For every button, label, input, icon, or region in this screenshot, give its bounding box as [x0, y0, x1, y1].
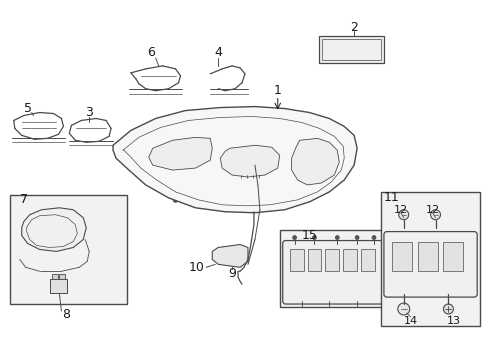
- Bar: [443, 242, 464, 271]
- Circle shape: [398, 303, 410, 315]
- Bar: [59, 274, 65, 279]
- Circle shape: [250, 147, 254, 150]
- Circle shape: [178, 146, 183, 151]
- Text: 12: 12: [394, 205, 408, 215]
- Circle shape: [372, 235, 376, 239]
- Bar: [10, 195, 127, 304]
- Polygon shape: [220, 145, 280, 177]
- Text: 13: 13: [446, 316, 461, 326]
- Bar: [232, 251, 238, 255]
- Bar: [308, 249, 321, 271]
- Text: 14: 14: [404, 316, 418, 326]
- Text: 10: 10: [189, 261, 204, 274]
- Text: 1: 1: [274, 84, 282, 97]
- Bar: [216, 251, 222, 255]
- FancyBboxPatch shape: [283, 240, 392, 304]
- Bar: [280, 230, 397, 307]
- Bar: [361, 249, 375, 271]
- Circle shape: [293, 235, 296, 239]
- Bar: [392, 242, 412, 271]
- Bar: [290, 249, 303, 271]
- Polygon shape: [319, 36, 384, 63]
- Text: 11: 11: [384, 192, 400, 204]
- Circle shape: [443, 304, 453, 314]
- Text: 15: 15: [301, 229, 318, 242]
- Bar: [343, 249, 357, 271]
- Circle shape: [173, 197, 178, 202]
- Bar: [325, 249, 339, 271]
- Text: 2: 2: [350, 21, 358, 34]
- Polygon shape: [212, 244, 248, 267]
- Polygon shape: [22, 208, 86, 251]
- Text: 8: 8: [62, 309, 71, 321]
- Circle shape: [355, 235, 359, 239]
- Polygon shape: [292, 138, 339, 185]
- Circle shape: [302, 146, 307, 151]
- FancyBboxPatch shape: [384, 231, 477, 297]
- Bar: [381, 192, 480, 326]
- Bar: [232, 257, 238, 261]
- Bar: [224, 251, 230, 255]
- Text: 4: 4: [214, 46, 222, 59]
- Bar: [216, 257, 222, 261]
- Text: 6: 6: [147, 46, 155, 59]
- Bar: [417, 242, 438, 271]
- Polygon shape: [149, 137, 212, 170]
- Circle shape: [307, 189, 312, 194]
- Text: 3: 3: [85, 106, 93, 119]
- Text: 5: 5: [24, 102, 32, 115]
- Circle shape: [431, 210, 441, 220]
- Bar: [224, 257, 230, 261]
- Circle shape: [399, 210, 409, 220]
- Circle shape: [313, 235, 317, 239]
- Bar: [49, 279, 68, 293]
- Bar: [32, 220, 74, 244]
- Text: 12: 12: [425, 205, 440, 215]
- Bar: [238, 175, 266, 190]
- Polygon shape: [113, 107, 357, 213]
- Bar: [52, 274, 58, 279]
- Circle shape: [335, 235, 339, 239]
- Text: 9: 9: [228, 267, 236, 280]
- Text: 7: 7: [20, 193, 28, 206]
